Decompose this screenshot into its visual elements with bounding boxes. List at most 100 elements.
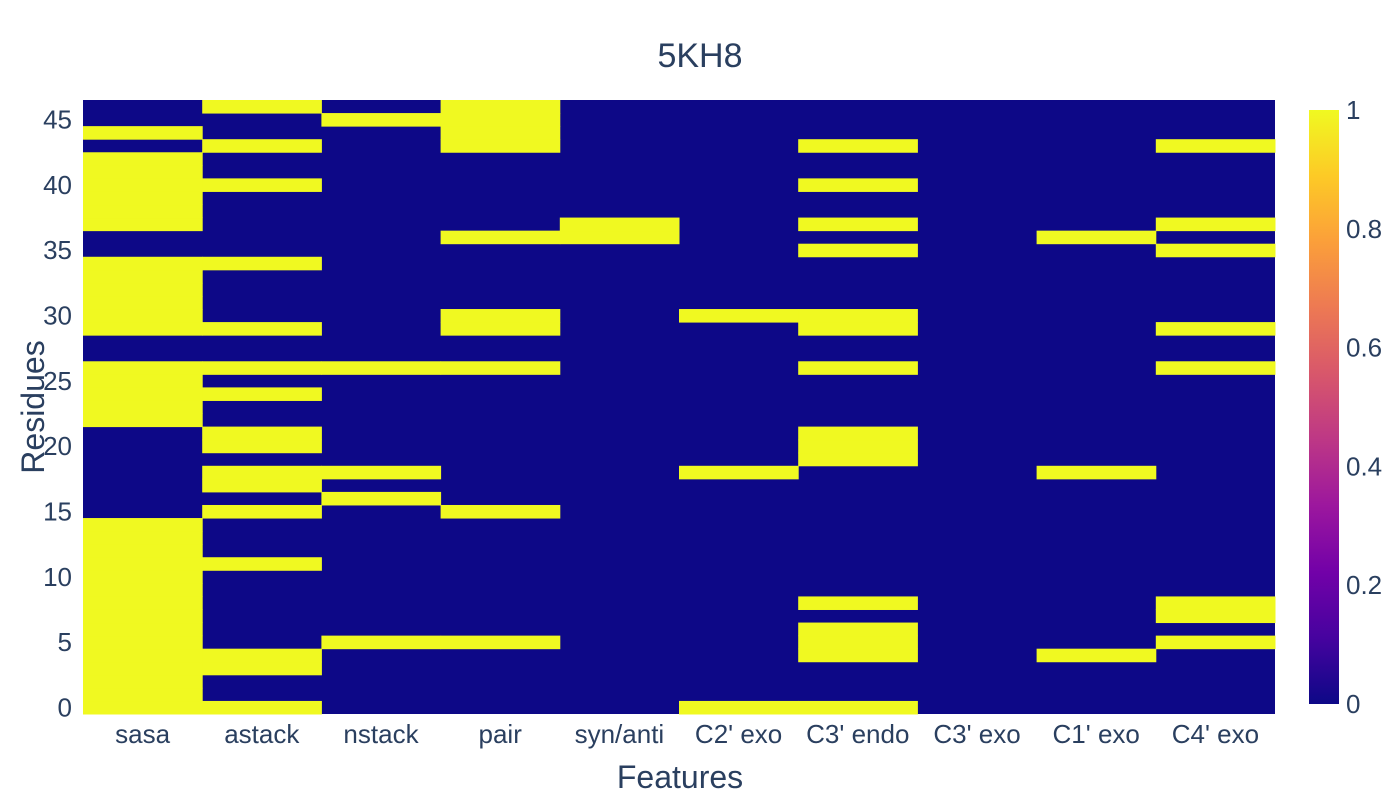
- x-tick-label: nstack: [343, 719, 419, 749]
- heatmap-cell: [321, 361, 442, 375]
- heatmap-cell: [83, 256, 203, 271]
- heatmap-cell: [83, 204, 203, 219]
- heatmap-cell: [83, 165, 203, 179]
- heatmap-cell: [440, 635, 561, 650]
- heatmap-cell: [83, 191, 203, 206]
- colorbar-tick-label: 0.2: [1346, 570, 1382, 600]
- heatmap-cell: [83, 217, 203, 232]
- heatmap-cell: [440, 113, 561, 127]
- heatmap-cell: [679, 700, 799, 715]
- heatmap-cell: [83, 622, 203, 637]
- x-tick-label: sasa: [115, 719, 170, 749]
- x-tick-label: pair: [479, 719, 523, 749]
- x-axis-ticks: sasa astack nstack pair syn/anti C2' exo C3' e…: [115, 719, 1259, 749]
- heatmap-cell: [798, 635, 918, 650]
- heatmap-cell: [202, 426, 322, 441]
- heatmap-cell: [1155, 217, 1276, 232]
- heatmap-cell: [83, 609, 203, 624]
- chart-title: 5KH8: [657, 37, 742, 75]
- heatmap-cell: [798, 596, 918, 610]
- heatmap-cell: [83, 518, 203, 532]
- heatmap-cell: [83, 269, 203, 284]
- heatmap-cell: [798, 309, 918, 323]
- x-tick-label: C3' exo: [933, 719, 1020, 749]
- heatmap-cell: [83, 531, 203, 545]
- heatmap-cell: [798, 139, 918, 153]
- heatmap-cell: [83, 309, 203, 323]
- heatmap-cell: [202, 322, 322, 336]
- heatmap-cell: [440, 361, 561, 375]
- heatmap-cell: [440, 230, 561, 245]
- colorbar-ticks: 0 0.2 0.4 0.6 0.8 1: [1346, 95, 1382, 719]
- heatmap-cell: [1155, 322, 1276, 336]
- heatmap-cell: [798, 439, 918, 454]
- heatmap-cell: [440, 139, 561, 153]
- heatmap-cell: [83, 413, 203, 428]
- heatmap-cell: [1155, 243, 1276, 258]
- heatmap-cell: [321, 635, 442, 650]
- colorbar-tick-label: 0.8: [1346, 214, 1382, 244]
- heatmap-cell: [83, 661, 203, 676]
- x-tick-label: syn/anti: [575, 719, 665, 749]
- y-axis-ticks: 0 5 10 15 20 25 30 35 40 45: [43, 105, 72, 723]
- heatmap-cell: [83, 674, 203, 689]
- x-axis-label: Features: [617, 759, 743, 795]
- heatmap-cell: [202, 648, 322, 663]
- heatmap-cell: [202, 139, 322, 153]
- heatmap-cell: [559, 230, 680, 245]
- heatmap-cell: [202, 504, 322, 519]
- heatmap-cell: [1155, 609, 1276, 624]
- heatmap-cell: [559, 217, 680, 232]
- colorbar: 0 0.2 0.4 0.6 0.8 1: [1309, 95, 1382, 719]
- heatmap-cell: [83, 596, 203, 610]
- heatmap-cell: [202, 439, 322, 454]
- heatmap-cell: [83, 152, 203, 166]
- y-tick-label: 45: [43, 105, 72, 135]
- heatmap-cell: [798, 178, 918, 192]
- x-tick-label: C4' exo: [1172, 719, 1259, 749]
- heatmap-cell: [1036, 648, 1157, 663]
- heatmap-cell: [83, 178, 203, 192]
- heatmap-cell: [202, 178, 322, 192]
- heatmap-cell: [83, 387, 203, 401]
- heatmap-cell: [202, 387, 322, 401]
- heatmap-cell: [202, 478, 322, 493]
- y-tick-label: 0: [58, 693, 72, 723]
- heatmap-cell: [83, 583, 203, 597]
- heatmap-cell: [202, 557, 322, 571]
- heatmap-cell: [679, 309, 799, 323]
- heatmap-cell: [202, 700, 322, 715]
- colorbar-tick-label: 0.6: [1346, 333, 1382, 363]
- heatmap-cell: [83, 374, 203, 388]
- heatmap-cell: [202, 661, 322, 676]
- heatmap-cell: [1155, 139, 1276, 153]
- heatmap-cell: [798, 322, 918, 336]
- heatmap-cell: [798, 622, 918, 637]
- heatmap-cell: [798, 361, 918, 375]
- x-tick-label: astack: [224, 719, 300, 749]
- heatmap-cell: [83, 400, 203, 415]
- heatmap-cell: [83, 557, 203, 571]
- heatmap-background: [83, 100, 1275, 714]
- y-tick-label: 5: [58, 627, 72, 657]
- heatmap-cell: [321, 113, 442, 127]
- heatmap-cell: [83, 126, 203, 140]
- x-tick-label: C3' endo: [806, 719, 909, 749]
- y-axis-label: Residues: [15, 340, 51, 473]
- colorbar-tick-label: 0.4: [1346, 451, 1382, 481]
- heatmap-cell: [1036, 465, 1157, 480]
- heatmap-cell: [798, 700, 918, 715]
- heatmap-cell: [202, 100, 322, 114]
- heatmap-cell: [440, 504, 561, 519]
- heatmap-cell: [83, 282, 203, 297]
- heatmap-cell: [440, 322, 561, 336]
- y-tick-label: 15: [43, 497, 72, 527]
- heatmap-cell: [83, 700, 203, 715]
- heatmap-cell: [798, 243, 918, 258]
- heatmap-cell: [202, 361, 322, 375]
- heatmap-cell: [1036, 230, 1157, 245]
- heatmap-cells: [83, 100, 1276, 715]
- y-tick-label: 35: [43, 235, 72, 265]
- y-tick-label: 25: [43, 366, 72, 396]
